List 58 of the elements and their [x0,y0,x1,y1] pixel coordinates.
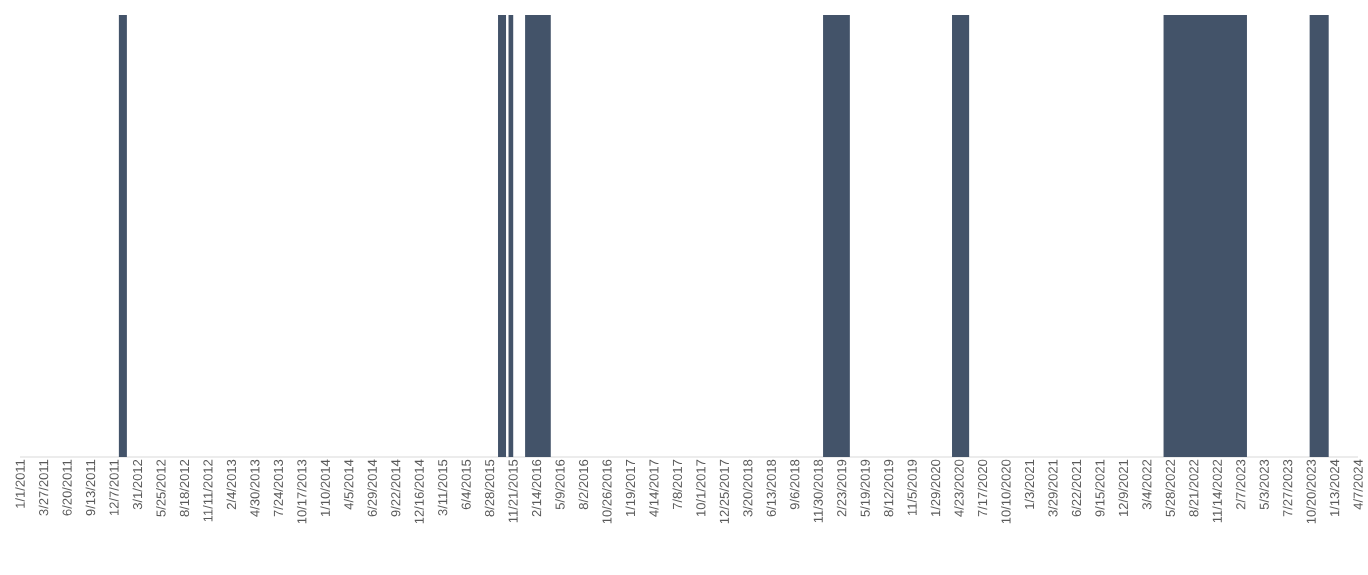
x-tick-label: 2/4/2013 [226,459,237,510]
x-tick-label: 7/27/2023 [1282,459,1293,517]
x-tick-label: 10/26/2016 [602,459,612,524]
x-tick-label: 11/11/2012 [203,459,213,522]
x-tick-label: 2/7/2023 [1235,459,1246,510]
x-tick-label: 7/8/2017 [672,459,683,510]
x-tick-label: 4/14/2017 [649,459,659,517]
x-tick-label: 11/30/2018 [813,459,823,523]
x-tick-label: 9/6/2018 [789,459,800,510]
x-tick-label: 8/2/2016 [578,459,589,510]
x-tick-label: 8/28/2015 [484,459,495,517]
x-tick-label: 7/17/2020 [977,459,988,517]
x-tick-label: 1/19/2017 [625,459,636,517]
x-tick-label: 12/25/2017 [719,459,729,524]
x-tick-label: 4/23/2020 [954,459,964,517]
x-tick-label: 5/9/2016 [555,459,565,510]
x-tick-label: 5/3/2023 [1259,459,1269,510]
x-tick-label: 7/24/2013 [273,459,283,517]
x-tick-label: 3/29/2021 [1048,459,1058,517]
x-tick-label: 1/3/2021 [1024,459,1035,509]
x-tick-label: 9/22/2014 [390,459,401,517]
x-tick-label: 3/20/2018 [742,459,753,517]
x-tick-label: 6/13/2018 [766,459,776,517]
x-tick-label: 3/1/2012 [132,459,143,510]
x-tick-label: 5/19/2019 [860,459,870,517]
x-tick-label: 12/7/2011 [109,459,119,516]
x-tick-label: 10/1/2017 [695,459,706,517]
x-tick-label: 4/5/2014 [343,459,354,510]
x-tick-label: 4/30/2013 [249,459,260,517]
x-tick-label: 1/13/2024 [1329,459,1340,517]
x-tick-label: 5/25/2012 [156,459,166,517]
x-tick-label: 8/18/2012 [179,459,190,517]
x-tick-label: 1/29/2020 [930,459,941,517]
x-tick-label: 3/4/2022 [1141,459,1152,510]
x-tick-label: 1/1/2011 [15,459,25,508]
x-tick-label: 6/29/2014 [367,459,377,517]
x-tick-label: 6/20/2011 [62,459,72,516]
x-tick-label: 8/21/2022 [1188,459,1199,517]
x-tick-label: 6/22/2021 [1071,459,1082,517]
x-tick-label: 10/10/2020 [1001,459,1011,524]
x-tick-label: 8/12/2019 [883,459,894,517]
x-tick-label: 3/27/2011 [38,459,49,516]
x-tick-label: 9/15/2021 [1094,459,1105,517]
x-tick-label: 5/28/2022 [1165,459,1175,517]
x-tick-label: 6/4/2015 [461,459,471,510]
x-tick-label: 10/17/2013 [296,459,307,524]
x-tick-label: 3/11/2015 [437,459,448,516]
x-tick-label: 9/13/2011 [85,459,96,516]
x-tick-label: 11/5/2019 [907,459,917,516]
x-tick-label: 4/7/2024 [1353,459,1363,510]
x-tick-label: 12/16/2014 [414,459,424,524]
x-tick-label: 12/9/2021 [1118,459,1129,517]
x-tick-label: 11/21/2015 [508,459,518,523]
x-tick-label: 2/23/2019 [836,459,847,517]
x-tick-label: 10/20/2023 [1306,459,1316,524]
x-tick-label: 11/14/2022 [1212,459,1222,523]
x-tick-label: 1/10/2014 [320,459,330,517]
x-tick-label: 2/14/2016 [531,459,542,517]
